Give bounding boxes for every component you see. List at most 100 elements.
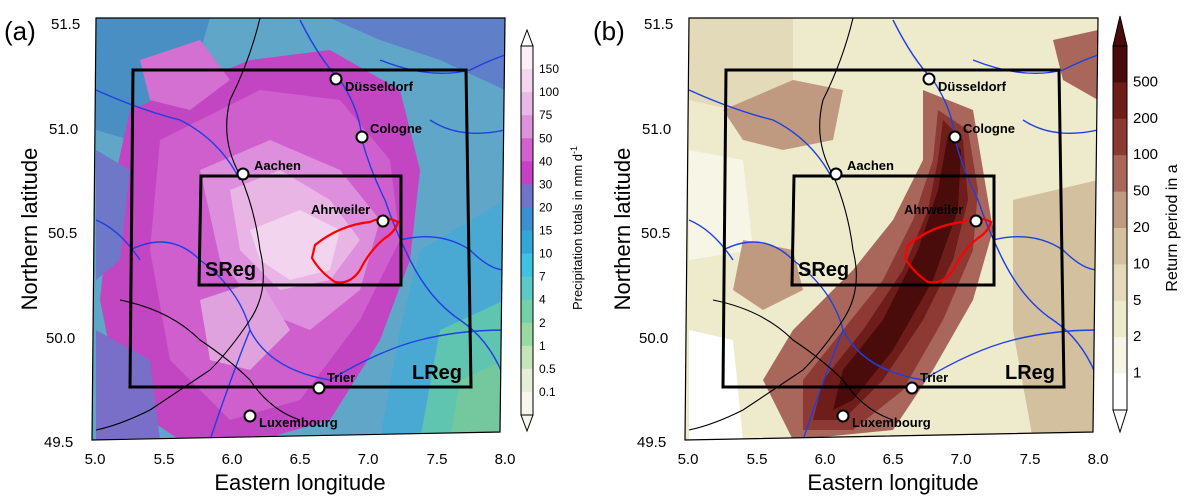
colorbar-ticks: 150 100 75 50 40 30 20 15 10 7 4 2 1 0.5 0.1 — [539, 62, 559, 399]
city-marker — [829, 167, 843, 181]
colorbar-swatch — [521, 322, 533, 347]
colorbar-tick-label: 100 — [539, 85, 559, 99]
lon-tick: 5.0 — [678, 451, 699, 468]
colorbar-top-cap — [520, 28, 534, 47]
lat-tick: 51.0 — [642, 121, 671, 138]
colorbar-tick-label: 7 — [539, 270, 546, 284]
lat-tick: 49.5 — [637, 434, 666, 451]
colorbar-swatch — [1113, 373, 1127, 411]
colorbar-tick-label: 50 — [1133, 183, 1150, 200]
map-frame — [684, 17, 1099, 441]
colorbar-swatches — [520, 45, 534, 416]
colorbar-swatch — [521, 184, 533, 208]
colorbar-swatch — [521, 46, 533, 70]
colorbar-tick-label: 100 — [1133, 146, 1158, 163]
city-markers: Düsseldorf Cologne Aachen Ahrweiler Trie… — [236, 72, 422, 430]
small-region-box — [790, 174, 996, 287]
colorbar-swatch — [521, 69, 533, 93]
lat-tick: 49.5 — [44, 434, 73, 451]
colorbar-swatch — [521, 161, 533, 185]
colorbar-tick-label: 150 — [539, 62, 559, 76]
ahr-catchment-outline — [903, 217, 993, 284]
city-marker — [836, 409, 850, 423]
city-label: Trier — [327, 370, 355, 385]
colorbar-tick-label: 500 — [1133, 73, 1158, 90]
rivers — [688, 19, 1098, 440]
colorbar-swatch — [521, 299, 533, 324]
longitude-ticks: 5.0 5.5 6.0 6.5 7.0 7.5 8.0 — [85, 451, 516, 468]
colorbar-tick-label: 40 — [539, 154, 553, 168]
lon-tick: 5.0 — [85, 451, 106, 468]
city-marker — [312, 381, 326, 395]
lon-tick: 7.5 — [1020, 451, 1041, 468]
panel-label: (b) — [593, 16, 625, 46]
longitude-ticks: 5.0 5.5 6.0 6.5 7.0 7.5 8.0 — [678, 451, 1109, 468]
lat-tick: 50.5 — [641, 225, 670, 242]
lat-tick: 51.5 — [644, 16, 673, 33]
lon-tick: 7.5 — [427, 451, 448, 468]
colorbar-swatch — [521, 368, 533, 393]
colorbar-swatches — [1112, 45, 1128, 411]
colorbar-swatch — [521, 92, 533, 116]
colorbar-swatch — [521, 253, 533, 278]
city-label: Düsseldorf — [345, 79, 414, 94]
city-label: Luxembourg — [259, 415, 338, 430]
city-marker — [243, 409, 257, 423]
latitude-ticks: 51.5 51.0 50.5 50.0 49.5 — [637, 16, 673, 451]
lon-tick: 5.5 — [747, 451, 768, 468]
colorbar-label: Return period in a — [1164, 164, 1181, 291]
lat-tick: 50.0 — [46, 330, 75, 347]
colorbar-swatch — [521, 207, 533, 231]
lon-tick: 6.5 — [290, 451, 311, 468]
colorbar-swatch — [1113, 228, 1127, 265]
colorbar-tick-label: 10 — [539, 247, 553, 261]
city-marker — [376, 214, 390, 228]
colorbar-swatch — [521, 391, 533, 416]
colorbar-swatch — [521, 138, 533, 162]
small-region-label: SReg — [798, 259, 849, 281]
lat-tick: 51.0 — [49, 121, 78, 138]
lon-tick: 8.0 — [1088, 451, 1109, 468]
colorbar-swatch — [1113, 300, 1127, 338]
x-axis-label: Eastern longitude — [214, 470, 385, 495]
large-region-label: LReg — [1005, 362, 1055, 384]
city-marker — [905, 381, 919, 395]
city-marker — [329, 72, 343, 86]
colorbar-bottom-cap — [1112, 409, 1128, 434]
city-label: Cologne — [370, 121, 422, 136]
city-marker — [236, 167, 250, 181]
colorbar-tick-label: 0.5 — [539, 362, 556, 376]
colorbar-tick-label: 30 — [539, 177, 553, 191]
panel-label: (a) — [4, 16, 36, 46]
colorbar: 150 100 75 50 40 30 20 15 10 7 4 2 1 0.5 0.1 Precipita… — [520, 28, 585, 433]
large-region-box — [721, 68, 1066, 389]
colorbar-tick-label: 10 — [1133, 255, 1150, 272]
y-axis-label: Northern latitude — [610, 148, 635, 311]
colorbar-ticks: 500 200 100 50 20 10 5 2 1 — [1133, 73, 1158, 381]
colorbar-label: Precipitation totals in mm d-1 — [569, 146, 585, 310]
city-marker — [922, 72, 936, 86]
colorbar-swatch — [1113, 191, 1127, 229]
colorbar-tick-label: 20 — [1133, 219, 1150, 236]
colorbar-tick-label: 5 — [1133, 292, 1141, 309]
city-label: Ahrweiler — [311, 202, 370, 217]
country-borders — [95, 18, 301, 431]
colorbar-swatch — [1113, 118, 1127, 156]
colorbar-swatch — [1113, 82, 1127, 120]
x-axis-label: Eastern longitude — [807, 470, 978, 495]
latitude-ticks: 51.5 51.0 50.5 50.0 49.5 — [44, 16, 80, 451]
colorbar-swatch — [1113, 46, 1127, 83]
city-marker — [948, 130, 962, 144]
colorbar-tick-label: 75 — [539, 108, 553, 122]
city-label: Aachen — [847, 158, 894, 173]
country-borders — [688, 18, 894, 431]
colorbar-tick-label: 2 — [1133, 328, 1141, 345]
precipitation-field — [92, 18, 505, 440]
lat-tick: 51.5 — [51, 16, 80, 33]
return-period-field — [685, 18, 1098, 440]
colorbar-tick-label: 200 — [1133, 110, 1158, 127]
colorbar-swatch — [521, 115, 533, 139]
colorbar-tick-label: 2 — [539, 316, 546, 330]
city-label: Ahrweiler — [904, 202, 963, 217]
large-region-box — [128, 68, 473, 389]
